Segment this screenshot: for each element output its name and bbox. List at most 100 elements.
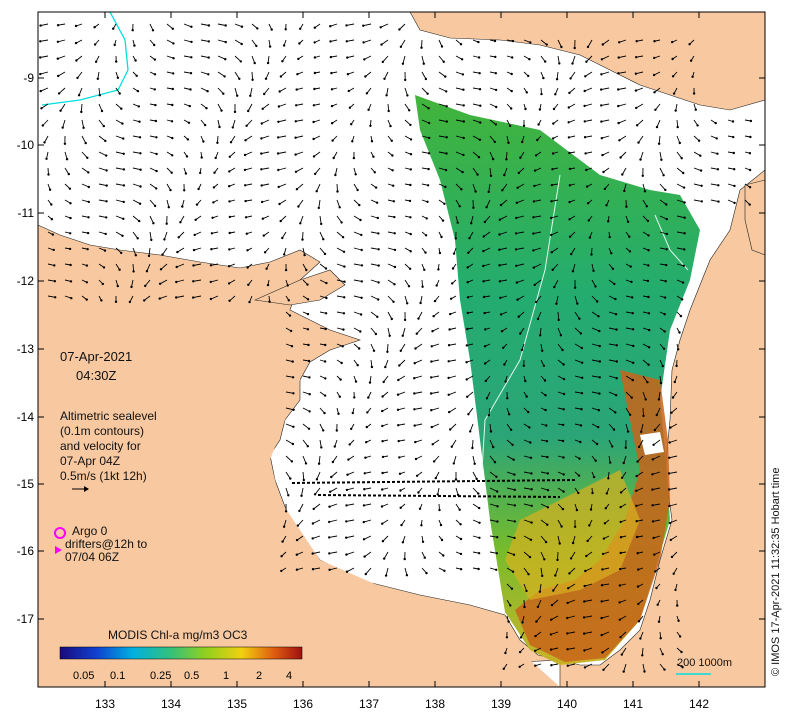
velocity-arrow-head: [155, 152, 158, 156]
velocity-arrow-head: [521, 621, 524, 624]
velocity-arrow: [601, 599, 610, 602]
velocity-arrow: [40, 71, 49, 75]
velocity-arrow-head: [546, 506, 550, 509]
velocity-arrow: [676, 151, 683, 159]
velocity-arrow-head: [516, 186, 519, 189]
velocity-arrow-head: [376, 315, 379, 318]
velocity-arrow-head: [460, 188, 463, 191]
velocity-arrow: [421, 103, 429, 109]
velocity-arrow-head: [175, 296, 178, 299]
velocity-arrow: [516, 247, 525, 250]
description-line-3: and velocity for: [60, 439, 141, 453]
velocity-arrow-head: [554, 93, 557, 96]
velocity-arrow-head: [398, 456, 401, 459]
velocity-arrow-head: [527, 410, 530, 414]
velocity-arrow-head: [85, 264, 89, 267]
velocity-arrow-head: [418, 507, 422, 510]
velocity-arrow: [652, 503, 661, 506]
velocity-arrow-head: [277, 168, 280, 172]
velocity-arrow-head: [158, 282, 162, 285]
velocity-arrow-head: [57, 92, 61, 95]
velocity-arrow: [285, 375, 294, 378]
velocity-arrow-head: [542, 76, 545, 80]
velocity-arrow-head: [306, 445, 309, 448]
velocity-arrow-head: [659, 381, 663, 385]
velocity-arrow-head: [461, 73, 465, 76]
velocity-arrow-head: [345, 488, 349, 492]
velocity-arrow-head: [365, 425, 368, 429]
velocity-arrow-head: [85, 281, 89, 284]
velocity-arrow-head: [158, 297, 161, 300]
velocity-arrow: [489, 119, 497, 125]
velocity-arrow: [534, 279, 542, 286]
colorbar-title: MODIS Chl-a mg/m3 OC3: [108, 628, 248, 642]
velocity-arrow: [234, 23, 243, 28]
velocity-arrow: [336, 295, 345, 298]
velocity-arrow-head: [615, 344, 618, 347]
velocity-arrow-head: [249, 94, 252, 98]
velocity-arrow: [313, 503, 321, 510]
velocity-arrow-head: [459, 552, 463, 556]
velocity-arrow-head: [292, 425, 295, 428]
velocity-arrow-head: [449, 428, 452, 431]
velocity-arrow-head: [430, 376, 433, 379]
velocity-arrow-head: [447, 360, 450, 363]
velocity-arrow-head: [619, 520, 622, 524]
velocity-arrow-head: [634, 89, 638, 92]
velocity-arrow-head: [681, 298, 684, 301]
velocity-arrow-head: [498, 264, 501, 267]
velocity-arrow-head: [155, 187, 158, 190]
velocity-arrow-head: [643, 670, 646, 673]
velocity-arrow: [455, 167, 463, 173]
velocity-arrow: [567, 583, 576, 589]
velocity-arrow: [523, 519, 532, 524]
velocity-arrow-head: [607, 477, 610, 480]
velocity-arrow: [574, 311, 580, 319]
velocity-arrow-head: [67, 172, 71, 176]
velocity-arrow-head: [103, 249, 107, 252]
velocity-arrow-head: [284, 268, 288, 272]
velocity-arrow: [438, 167, 447, 171]
velocity-arrow-head: [312, 104, 316, 107]
velocity-arrow-head: [414, 440, 417, 444]
velocity-arrow-head: [328, 505, 331, 508]
velocity-arrow-head: [398, 364, 401, 367]
velocity-arrow: [554, 567, 559, 576]
velocity-arrow-head: [545, 424, 548, 427]
velocity-arrow-head: [580, 408, 583, 411]
velocity-arrow-head: [263, 251, 267, 254]
velocity-arrow-head: [143, 299, 146, 302]
velocity-arrow: [453, 455, 457, 464]
velocity-arrow-head: [513, 473, 516, 476]
velocity-arrow: [353, 295, 362, 299]
velocity-arrow-head: [668, 504, 671, 508]
velocity-arrow-head: [247, 283, 250, 286]
velocity-arrow-head: [683, 201, 686, 204]
velocity-arrow-head: [648, 328, 651, 332]
velocity-arrow-head: [277, 120, 280, 124]
velocity-arrow-head: [324, 312, 328, 315]
velocity-arrow-head: [397, 378, 400, 382]
velocity-arrow-head: [647, 312, 651, 315]
velocity-arrow-head: [339, 378, 342, 381]
velocity-arrow-head: [553, 285, 556, 289]
velocity-arrow-head: [220, 109, 223, 112]
velocity-arrow: [506, 535, 515, 539]
velocity-arrow-head: [399, 489, 402, 492]
velocity-arrow-head: [688, 43, 691, 46]
velocity-arrow: [676, 199, 685, 203]
velocity-arrow-head: [268, 45, 272, 48]
velocity-arrow: [299, 215, 304, 224]
velocity-arrow-head: [443, 569, 446, 572]
velocity-arrow: [618, 119, 627, 124]
velocity-arrow: [331, 471, 338, 478]
velocity-arrow-head: [494, 72, 497, 75]
velocity-arrow: [601, 103, 610, 106]
velocity-arrow-head: [562, 392, 566, 396]
velocity-arrow: [144, 279, 151, 287]
velocity-arrow-head: [57, 74, 60, 78]
velocity-arrow-head: [320, 446, 323, 449]
velocity-arrow-head: [346, 473, 349, 476]
velocity-arrow-head: [583, 136, 587, 139]
velocity-arrow-head: [324, 343, 327, 347]
